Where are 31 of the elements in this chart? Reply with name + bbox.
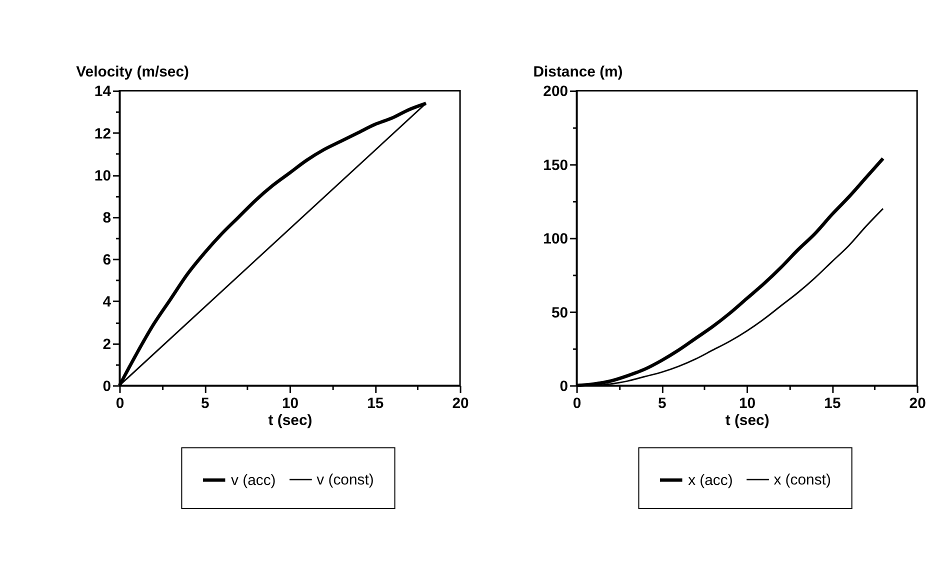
legend-label: v (acc) — [231, 472, 276, 490]
legend-label: x (const) — [774, 472, 831, 489]
y-tick-label: 50 — [551, 304, 568, 322]
y-tick-label: 2 — [102, 336, 112, 353]
x-tick-label: 10 — [282, 394, 299, 412]
y-tick-label: 150 — [543, 156, 568, 174]
x-axis-title: t (sec) — [268, 412, 312, 429]
y-tick-label: 0 — [102, 378, 112, 395]
x-tick-label: 20 — [452, 394, 469, 412]
x-tick-label: 20 — [909, 394, 926, 412]
x-tick-label: 5 — [658, 394, 666, 412]
y-tick-label: 6 — [102, 252, 112, 269]
y-axis-title: Velocity (m/sec) — [76, 63, 189, 80]
legend-label: x (acc) — [688, 472, 733, 490]
x-tick-label: 10 — [739, 394, 756, 412]
y-tick-label: 10 — [94, 167, 112, 184]
x-tick-label: 0 — [572, 394, 582, 412]
y-tick-label: 12 — [94, 125, 112, 142]
y-axis-title: Distance (m) — [533, 63, 623, 80]
x-tick-label: 5 — [200, 394, 210, 412]
y-tick-label: 4 — [102, 294, 112, 311]
x-tick-label: 0 — [116, 394, 124, 412]
y-tick-label: 8 — [102, 210, 112, 227]
y-tick-label: 0 — [560, 378, 568, 395]
legend-label: v (const) — [316, 472, 374, 489]
y-tick-label: 14 — [94, 83, 112, 100]
x-tick-label: 15 — [367, 394, 384, 412]
x-axis-title: t (sec) — [725, 412, 770, 429]
y-tick-label: 200 — [543, 83, 568, 100]
y-tick-label: 100 — [543, 230, 568, 248]
x-tick-label: 15 — [824, 394, 841, 412]
